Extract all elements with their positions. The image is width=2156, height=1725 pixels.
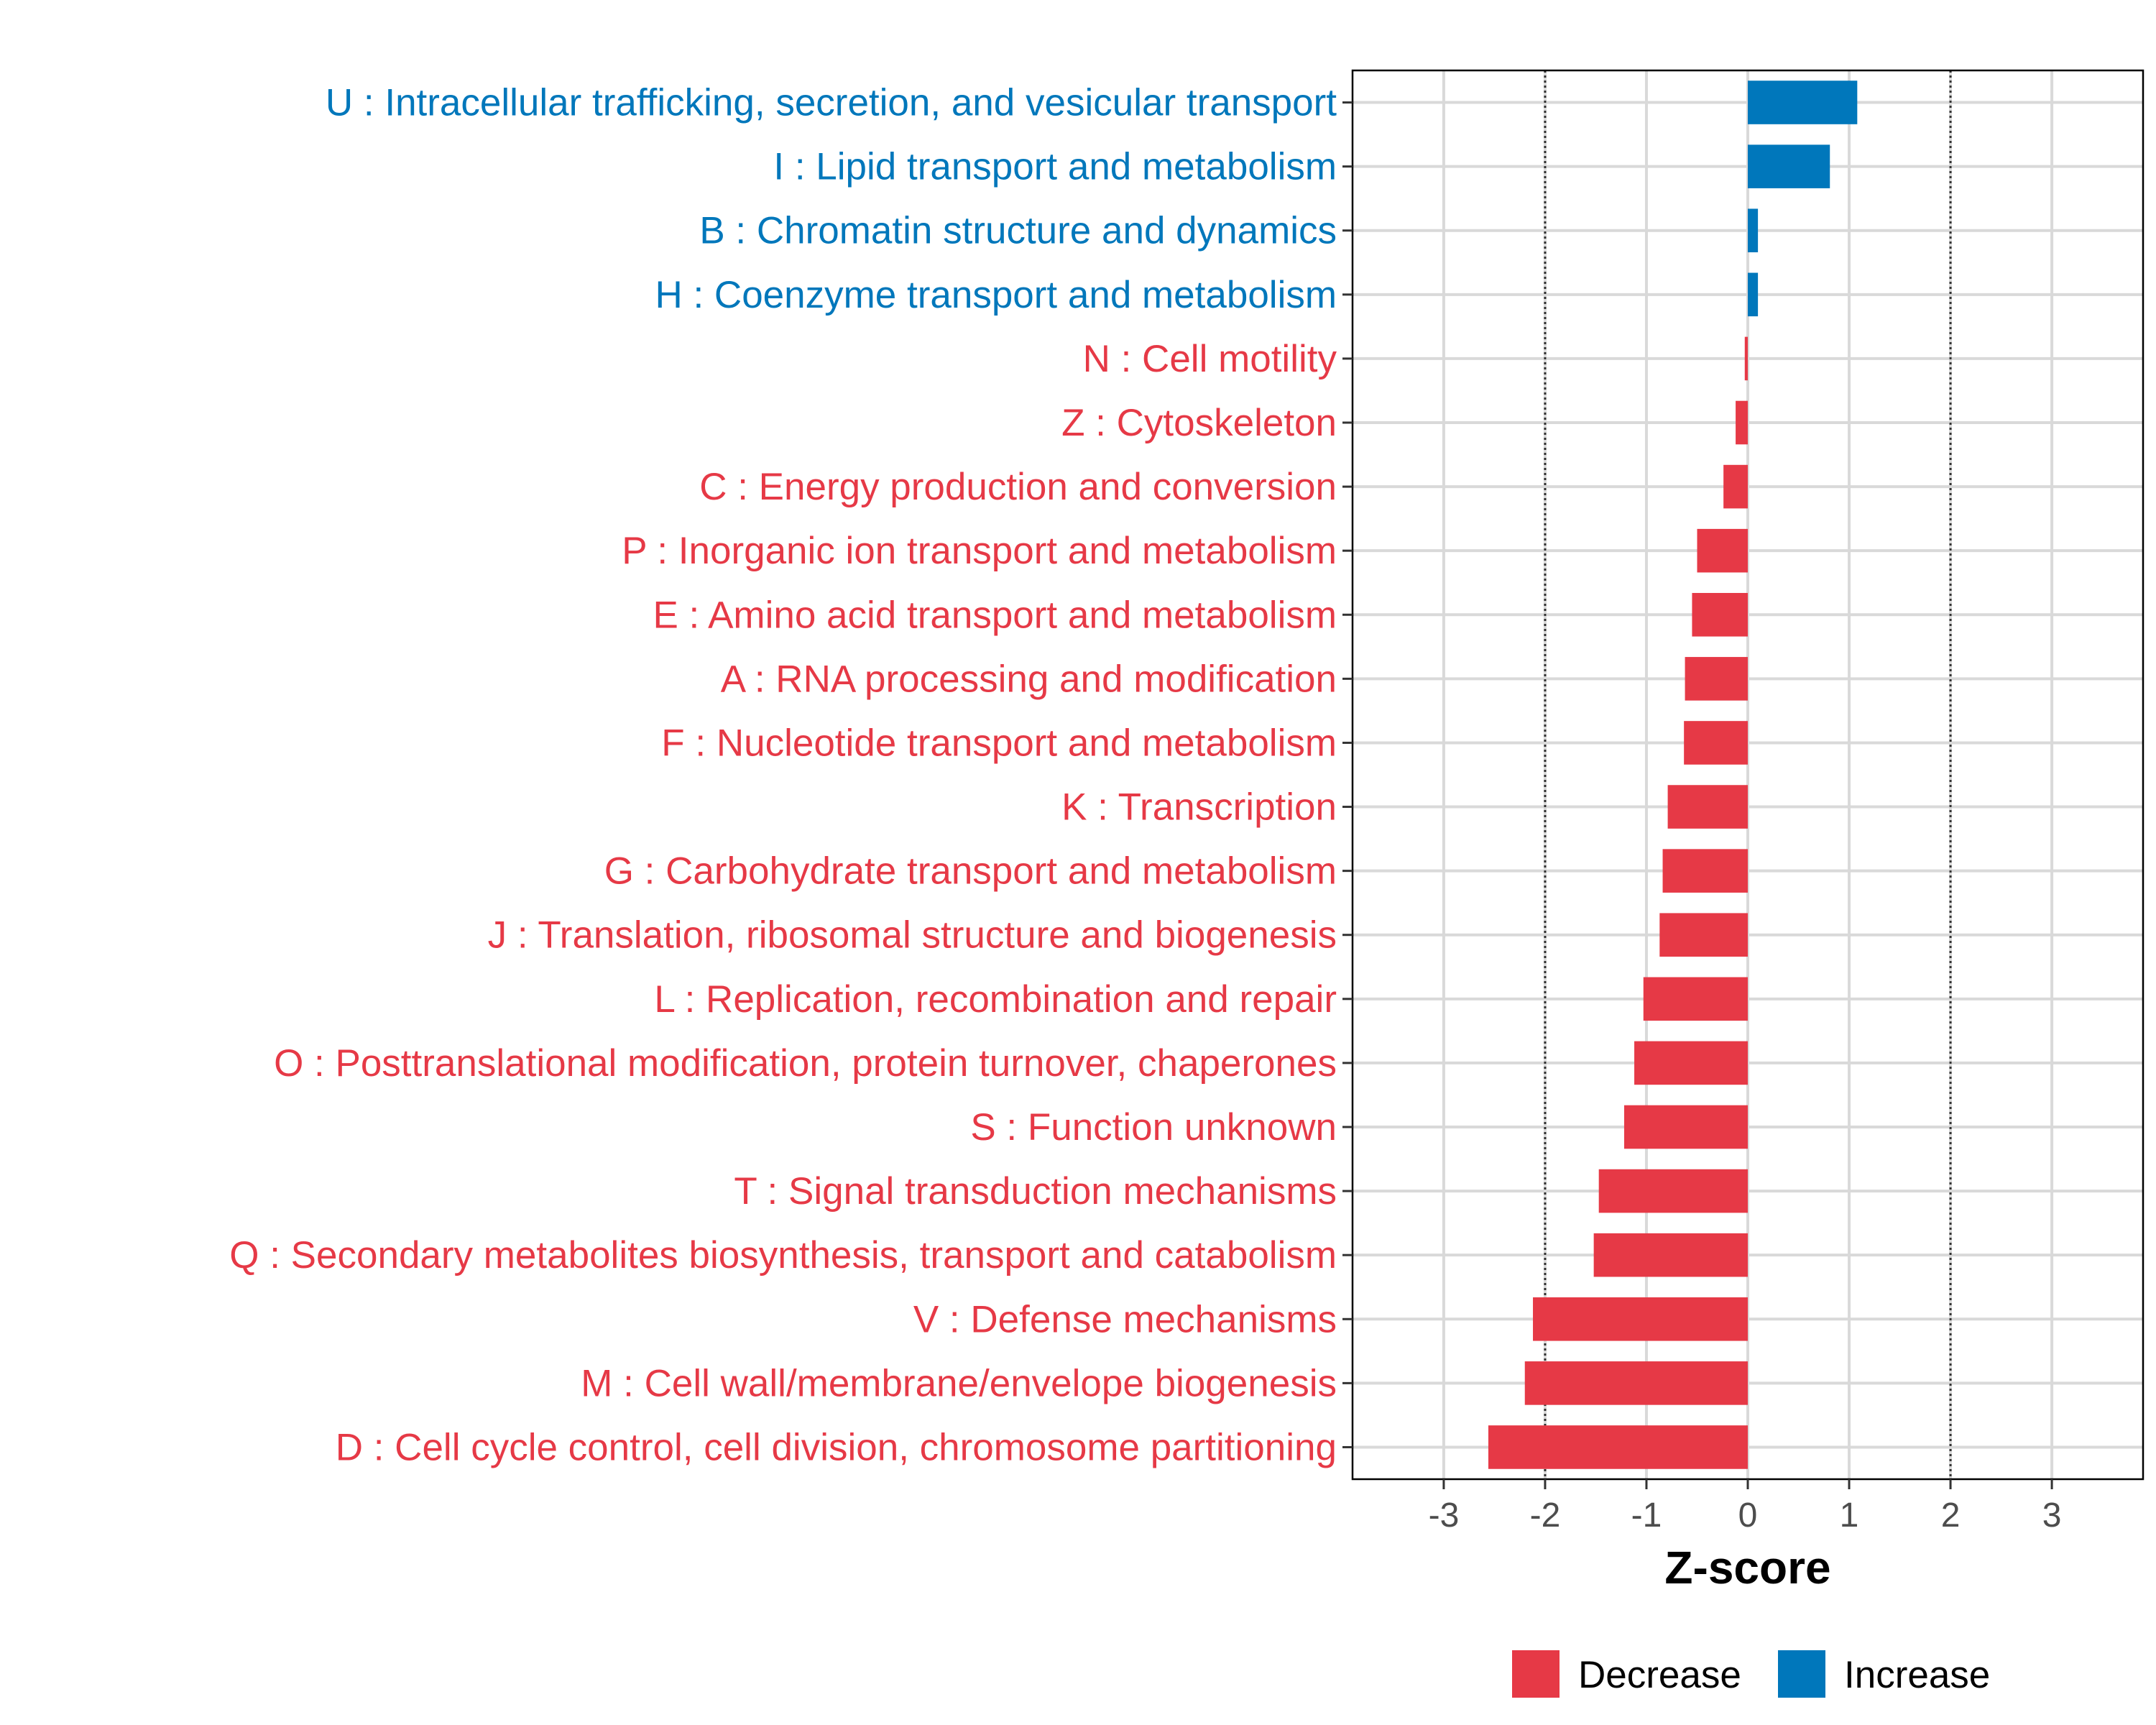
category-label: E : Amino acid transport and metabolism (653, 594, 1337, 636)
bar (1744, 336, 1748, 381)
category-label: Z : Cytoskeleton (1061, 402, 1337, 444)
category-label: P : Inorganic ion transport and metaboli… (622, 530, 1337, 572)
bar (1634, 1041, 1748, 1085)
category-label: M : Cell wall/membrane/envelope biogenes… (581, 1362, 1337, 1404)
x-tick-label: -3 (1429, 1496, 1460, 1535)
legend-swatch (1512, 1650, 1560, 1698)
reference-lines (1544, 70, 1952, 1479)
bar (1488, 1425, 1748, 1469)
category-label: O : Posttranslational modification, prot… (274, 1042, 1337, 1085)
x-axis-ticks: -3 -2 -1 0 1 2 3 (1429, 1479, 2062, 1535)
bar (1748, 272, 1759, 317)
legend-swatch (1778, 1650, 1825, 1698)
bar (1524, 1361, 1748, 1405)
category-label: C : Energy production and conversion (699, 466, 1337, 508)
bar (1748, 80, 1858, 124)
category-label: S : Function unknown (970, 1106, 1337, 1149)
category-label: A : RNA processing and modification (721, 658, 1337, 700)
bar (1685, 657, 1748, 701)
x-axis-title: Z-score (1664, 1542, 1830, 1593)
category-label: G : Carbohydrate transport and metabolis… (604, 850, 1337, 893)
category-label: H : Coenzyme transport and metabolism (655, 274, 1337, 316)
category-label: B : Chromatin structure and dynamics (699, 210, 1337, 252)
x-tick-label: 2 (1941, 1496, 1961, 1535)
bar (1697, 528, 1748, 573)
bar (1736, 400, 1748, 445)
category-label: N : Cell motility (1083, 338, 1337, 380)
bar (1533, 1297, 1748, 1341)
category-label: J : Translation, ribosomal structure and… (488, 914, 1337, 957)
category-labels: U : Intracellular trafficking, secretion… (229, 82, 1353, 1468)
bars (1488, 80, 1858, 1469)
category-label: I : Lipid transport and metabolism (773, 146, 1337, 188)
legend: Decrease Increase (1512, 1650, 1990, 1698)
bar (1593, 1233, 1748, 1277)
bar (1598, 1169, 1748, 1213)
category-label: L : Replication, recombination and repai… (654, 978, 1337, 1021)
category-label: D : Cell cycle control, cell division, c… (336, 1426, 1337, 1468)
legend-label: Decrease (1578, 1654, 1741, 1696)
bar (1659, 913, 1748, 957)
bar (1748, 208, 1759, 253)
category-label: Q : Secondary metabolites biosynthesis, … (229, 1234, 1337, 1276)
legend-label: Increase (1844, 1654, 1990, 1696)
bar (1684, 721, 1748, 765)
x-tick-label: 3 (2042, 1496, 2062, 1535)
bar (1748, 144, 1830, 188)
category-label: U : Intracellular trafficking, secretion… (326, 82, 1337, 124)
x-tick-label: -2 (1530, 1496, 1561, 1535)
x-tick-label: -1 (1631, 1496, 1662, 1535)
bar (1667, 785, 1748, 829)
bar (1662, 849, 1748, 893)
x-tick-label: 1 (1840, 1496, 1859, 1535)
x-tick-label: 0 (1738, 1496, 1758, 1535)
category-label: F : Nucleotide transport and metabolism (661, 722, 1337, 764)
category-label: V : Defense mechanisms (913, 1298, 1337, 1340)
bar (1692, 592, 1748, 637)
category-label: T : Signal transduction mechanisms (734, 1170, 1337, 1213)
category-label: K : Transcription (1061, 786, 1337, 829)
bar (1643, 977, 1748, 1021)
bar (1623, 1105, 1748, 1149)
bar (1723, 464, 1748, 509)
